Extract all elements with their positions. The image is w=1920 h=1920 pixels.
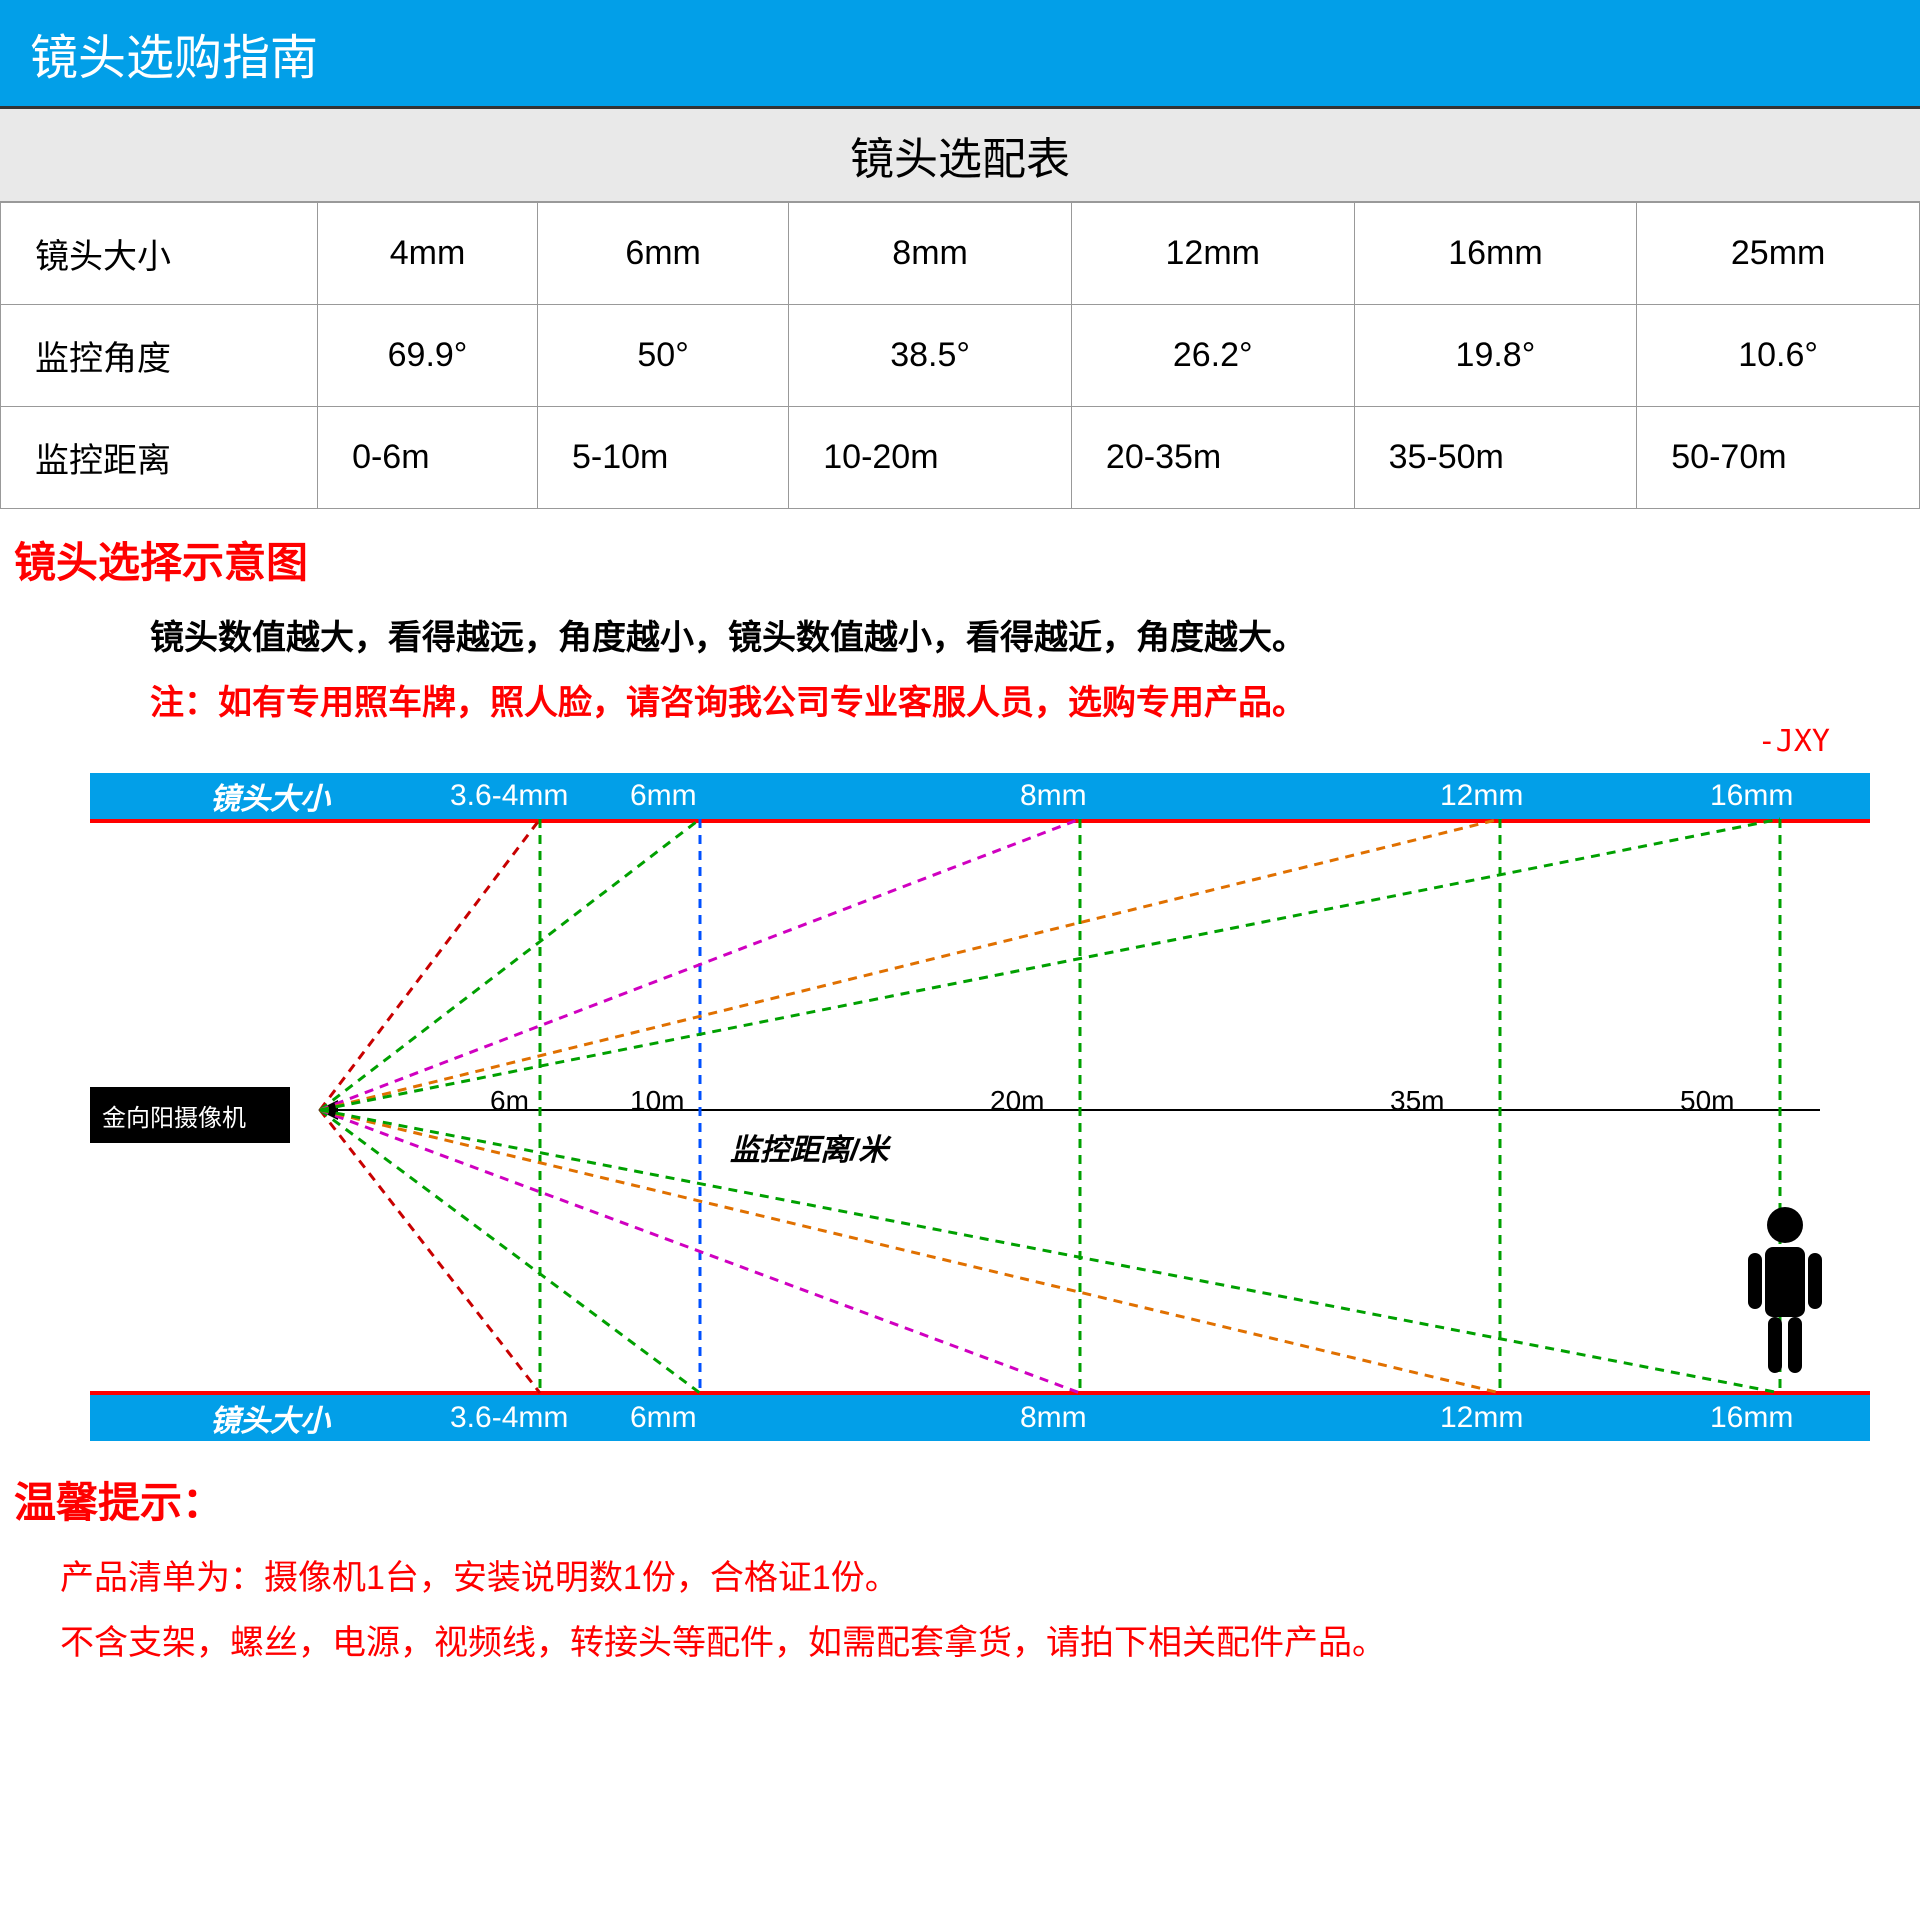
row-label: 监控角度	[1, 305, 318, 407]
row-label: 镜头大小	[1, 203, 318, 305]
cell: 50°	[537, 305, 788, 407]
cell: 16mm	[1354, 203, 1637, 305]
ray-svg	[20, 765, 1900, 1445]
camera-label: 金向阳摄像机	[102, 1098, 246, 1133]
distance-label: 20m	[990, 1085, 1044, 1117]
row-label: 监控距离	[1, 407, 318, 509]
camera-box: 金向阳摄像机	[90, 1087, 290, 1143]
cell: 20-35m	[1071, 407, 1354, 509]
cell: 26.2°	[1071, 305, 1354, 407]
tips-list: 产品清单为：摄像机1台，安装说明数1份，合格证1份。不含支架，螺丝，电源，视频线…	[0, 1542, 1920, 1672]
signature: -JXY	[0, 724, 1920, 759]
cell: 0-6m	[318, 407, 538, 509]
person-icon	[1740, 1205, 1830, 1380]
cell: 69.9°	[318, 305, 538, 407]
cell: 8mm	[789, 203, 1072, 305]
desc-black: 镜头数值越大，看得越远，角度越小，镜头数值越小，看得越近，角度越大。	[0, 600, 1920, 669]
section-title: 镜头选择示意图	[0, 509, 1920, 600]
tips-line: 不含支架，螺丝，电源，视频线，转接头等配件，如需配套拿货，请拍下相关配件产品。	[0, 1607, 1920, 1672]
cell: 6mm	[537, 203, 788, 305]
distance-label: 6m	[490, 1085, 529, 1117]
tips-line: 产品清单为：摄像机1台，安装说明数1份，合格证1份。	[0, 1542, 1920, 1607]
header-bar: 镜头选购指南	[0, 0, 1920, 109]
cell: 12mm	[1071, 203, 1354, 305]
cell: 4mm	[318, 203, 538, 305]
tips-title: 温馨提示：	[0, 1445, 1920, 1542]
distance-label: 35m	[1390, 1085, 1444, 1117]
distance-label: 10m	[630, 1085, 684, 1117]
desc-red: 注：如有专用照车牌，照人脸，请咨询我公司专业客服人员，选购专用产品。	[0, 669, 1920, 724]
cell: 38.5°	[789, 305, 1072, 407]
cell: 35-50m	[1354, 407, 1637, 509]
table-title: 镜头选配表	[0, 109, 1920, 202]
cell: 5-10m	[537, 407, 788, 509]
header-title: 镜头选购指南	[30, 32, 318, 85]
axis-label: 监控距离/米	[730, 1125, 888, 1169]
lens-diagram: 镜头大小 3.6-4mm6mm8mm12mm16mm 镜头大小 3.6-4mm6…	[20, 765, 1900, 1445]
cell: 25mm	[1637, 203, 1920, 305]
camera-icon	[254, 1097, 278, 1133]
spec-table: 镜头大小4mm6mm8mm12mm16mm25mm 监控角度69.9°50°38.…	[0, 202, 1920, 509]
cell: 19.8°	[1354, 305, 1637, 407]
cell: 10-20m	[789, 407, 1072, 509]
cell: 50-70m	[1637, 407, 1920, 509]
distance-label: 50m	[1680, 1085, 1734, 1117]
cell: 10.6°	[1637, 305, 1920, 407]
